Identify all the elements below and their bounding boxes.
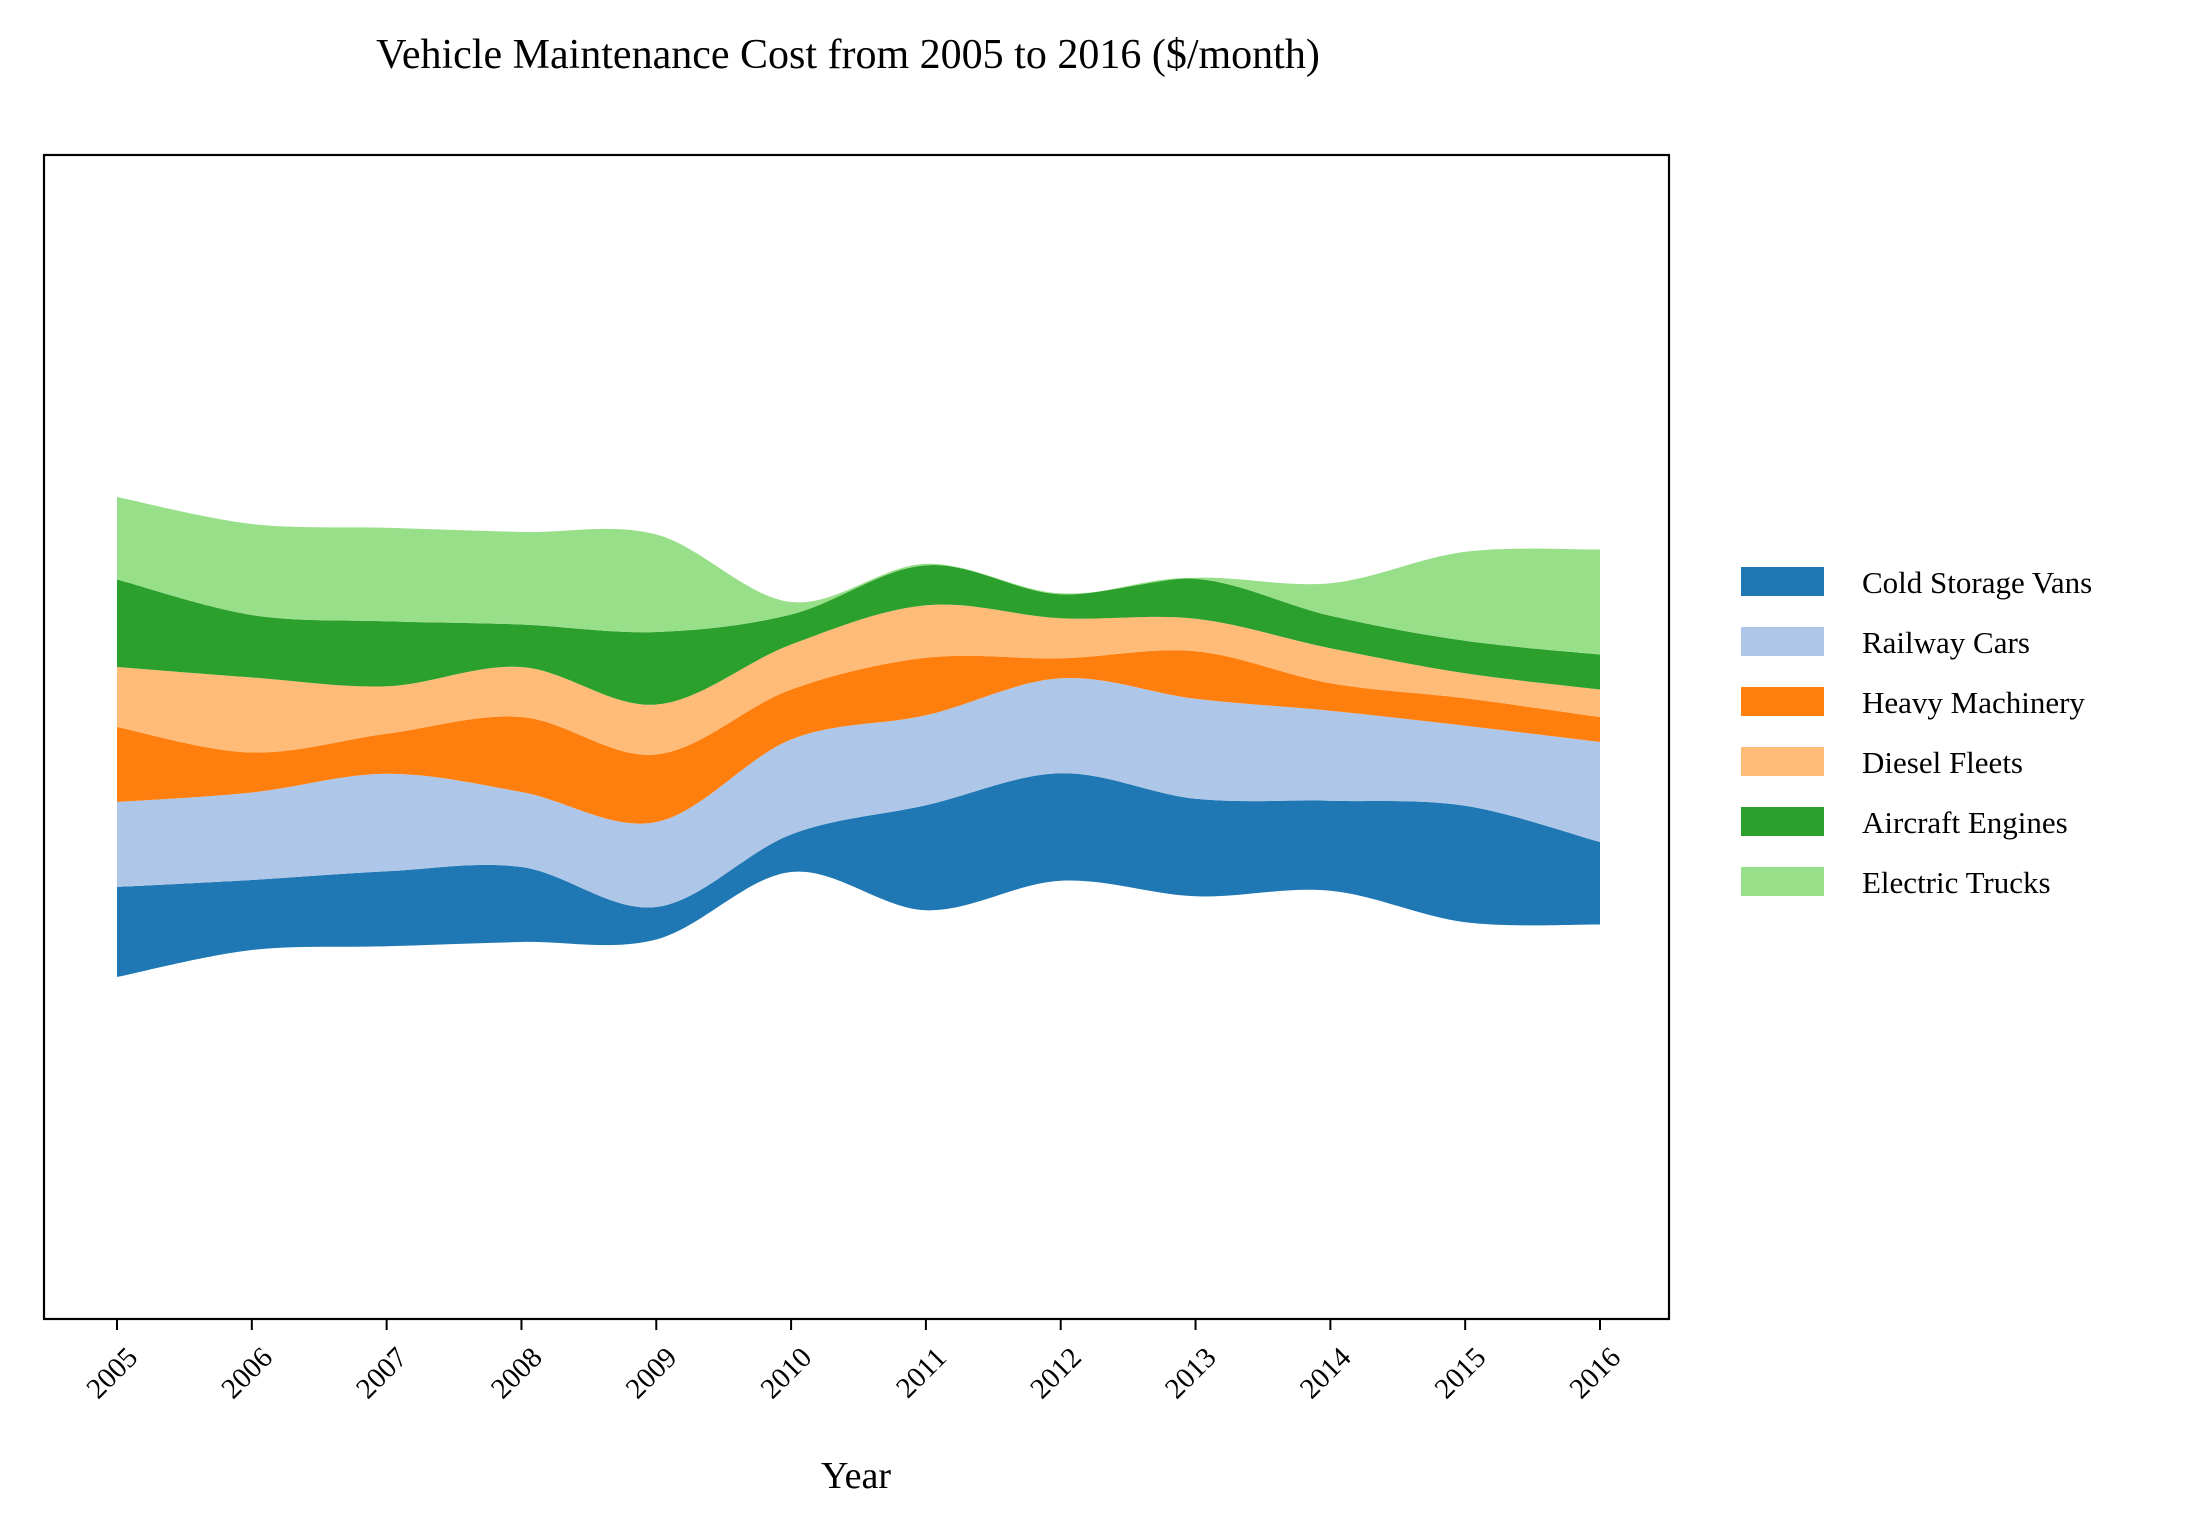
x-tick-label: 2013 (1159, 1341, 1223, 1405)
x-axis: 2005 2006 2007 2008 2009 2010 2011 2012 2013 2014… (80, 1319, 1627, 1405)
legend-label: Aircraft Engines (1862, 805, 2068, 840)
legend-swatch (1741, 747, 1824, 776)
stream-heavy-machinery (117, 650, 1600, 824)
stream-aircraft-engines (117, 565, 1600, 705)
legend-label: Heavy Machinery (1862, 685, 2085, 720)
stream-railway-cars (117, 678, 1600, 908)
x-tick-label: 2016 (1563, 1341, 1627, 1405)
legend-swatch (1741, 867, 1824, 896)
legend-label: Electric Trucks (1862, 865, 2051, 900)
chart-title: Vehicle Maintenance Cost from 2005 to 20… (376, 32, 1320, 78)
legend: Cold Storage Vans Railway Cars Heavy Machi… (1741, 565, 2092, 900)
stream-electric-trucks (117, 497, 1600, 655)
plot-frame (42, 153, 1671, 1321)
x-tick-label: 2012 (1024, 1341, 1088, 1405)
legend-swatch (1741, 807, 1824, 836)
x-tick-label: 2005 (80, 1341, 144, 1405)
legend-label: Diesel Fleets (1862, 745, 2023, 780)
legend-swatch (1741, 627, 1824, 656)
x-tick-label: 2008 (485, 1341, 549, 1405)
stream-diesel-fleets (117, 604, 1600, 755)
x-tick-label: 2007 (350, 1341, 414, 1405)
legend-label: Cold Storage Vans (1862, 565, 2092, 600)
x-axis-label: Year (821, 1455, 891, 1497)
legend-swatch (1741, 687, 1824, 716)
x-tick-label: 2010 (755, 1341, 819, 1405)
legend-label: Railway Cars (1862, 625, 2030, 660)
stream-cold-storage-vans (117, 773, 1600, 977)
stream-layers (117, 497, 1600, 977)
x-tick-label: 2009 (620, 1341, 684, 1405)
x-tick-label: 2011 (890, 1341, 953, 1404)
x-tick-label: 2015 (1429, 1341, 1493, 1405)
x-tick-label: 2006 (215, 1341, 279, 1405)
x-tick-label: 2014 (1294, 1341, 1358, 1405)
legend-swatch (1741, 567, 1824, 596)
